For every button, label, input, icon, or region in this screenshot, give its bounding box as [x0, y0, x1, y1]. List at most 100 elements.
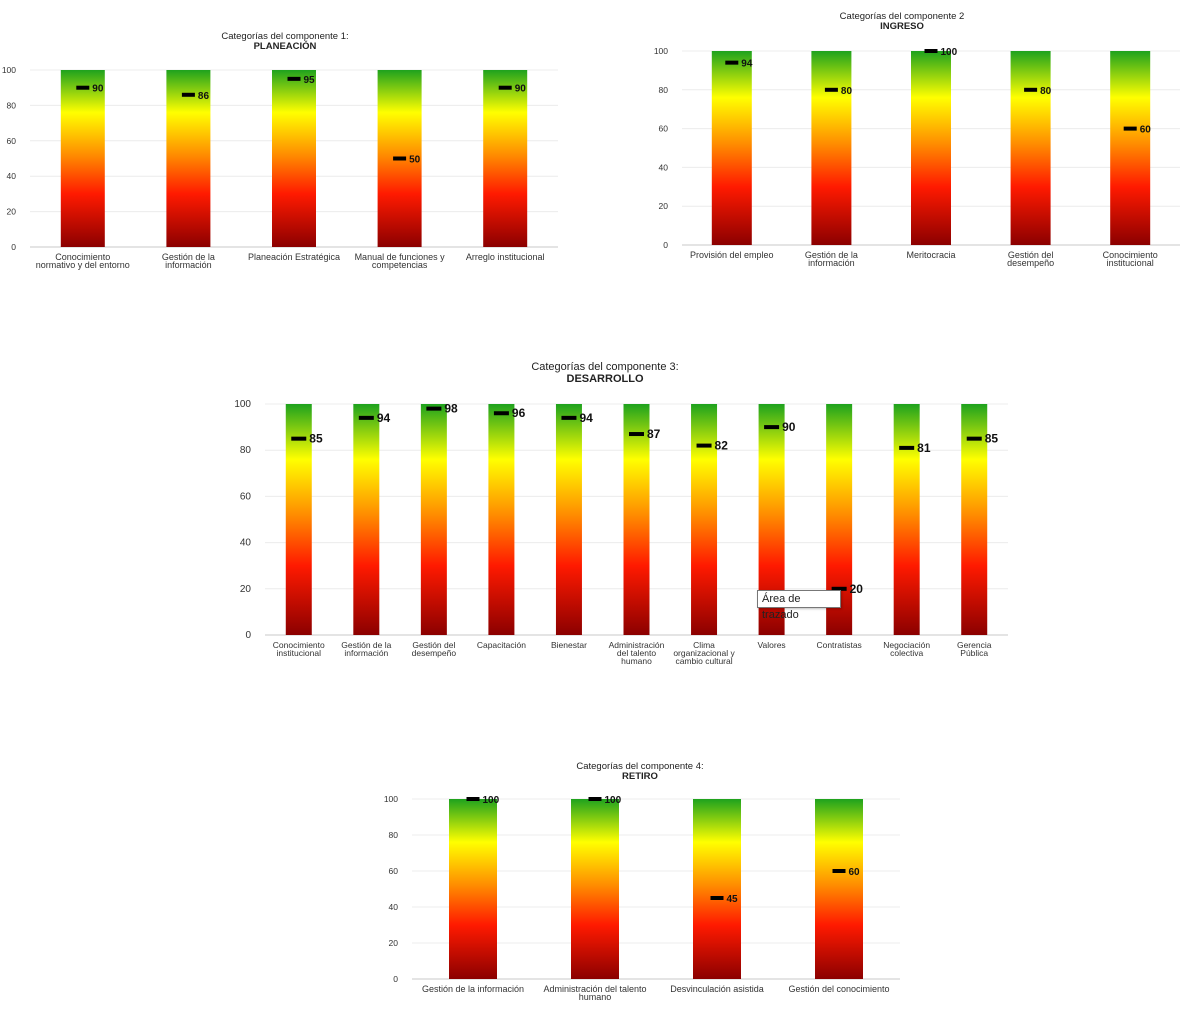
x-tick-label: Conocimiento institucional	[273, 640, 325, 658]
bar	[166, 70, 211, 247]
score-marker	[1123, 126, 1137, 131]
data-label: 100	[605, 795, 622, 806]
bar	[961, 404, 988, 635]
x-tick-label-line: institucional	[1107, 258, 1154, 268]
y-tick-label: 100	[384, 794, 398, 804]
score-marker	[899, 445, 915, 450]
chart-title: Categorías del componente 1: PLANEACIÓN	[0, 32, 570, 52]
y-tick-label: 100	[2, 65, 16, 75]
score-marker	[358, 415, 374, 420]
bar	[353, 404, 380, 635]
y-tick-label: 80	[659, 85, 669, 95]
x-tick-label: Gestión del desempeño	[412, 640, 457, 658]
x-tick-label-line: organizacional y	[673, 648, 735, 658]
y-tick-label: 20	[389, 938, 399, 948]
x-tick-label: Provisión del empleo	[690, 250, 774, 260]
bar	[420, 404, 447, 635]
y-tick-label: 0	[245, 630, 251, 641]
x-tick-label-line: Gestión de la información	[422, 984, 524, 994]
bar	[815, 799, 863, 979]
x-tick-label: Negociación colectiva	[883, 640, 930, 658]
score-marker	[76, 85, 90, 90]
x-tick-label-line: Administración del talento	[543, 984, 646, 994]
x-tick-label-line: Manual de funciones y	[355, 252, 446, 262]
y-tick-label: 40	[659, 162, 669, 172]
y-tick-label: 80	[7, 100, 17, 110]
bar	[1010, 51, 1051, 245]
data-label: 50	[409, 155, 421, 166]
x-tick-label-line: del talento	[617, 648, 656, 658]
chart-ingreso: Categorías del componente 2 INGRESO 0 20 4…	[620, 12, 1184, 292]
y-tick-label: 20	[240, 584, 252, 595]
chart-desarrollo: Categorías del componente 3: DESARROLLO …	[190, 361, 1020, 692]
x-tick-label-line: Clima	[693, 640, 715, 650]
data-label: 60	[1140, 125, 1152, 136]
x-tick-label: Conocimiento normativo y del entorno	[36, 252, 130, 270]
x-tick-label: Gestión de la información	[805, 250, 858, 268]
y-tick-label: 80	[389, 830, 399, 840]
bar	[691, 404, 718, 635]
x-tick-label: Administración del talento humano	[543, 984, 646, 1002]
bar	[911, 51, 951, 245]
y-tick-label: 60	[7, 136, 17, 146]
x-tick-label-line: Conocimiento	[1103, 250, 1158, 260]
x-tick-label-line: Gestión del	[412, 640, 455, 650]
chart-plot: 0 20 40 60 80 100 90 Conocimiento normativo y de…	[2, 65, 558, 270]
bar	[893, 404, 920, 635]
chart-subtitle-text: RETIRO	[622, 770, 658, 782]
y-tick-label: 0	[663, 240, 668, 250]
x-tick-label-line: información	[808, 258, 855, 268]
x-tick-label-line: Desvinculación asistida	[670, 984, 764, 994]
chart-title-text: Categorías del componente 4:	[576, 761, 704, 772]
score-marker	[291, 436, 307, 441]
y-tick-label: 80	[240, 445, 252, 456]
data-label: 90	[782, 420, 796, 434]
x-tick-label-line: Conocimiento	[55, 252, 110, 262]
x-tick-label-line: Pública	[960, 648, 988, 658]
score-marker	[426, 406, 442, 411]
x-tick-label-line: competencias	[372, 260, 428, 270]
x-tick-label: Gestión de la información	[162, 252, 215, 270]
chart-plot: 0 20 40 60 80 100 100 Gestión de la información…	[384, 794, 900, 1002]
chart-title-text: Categorías del componente 3:	[531, 361, 679, 373]
x-tick-label-line: Gestión del conocimiento	[788, 984, 889, 994]
data-label: 100	[483, 795, 500, 806]
x-tick-label-line: Arreglo institucional	[466, 252, 545, 262]
chart-subtitle-text: DESARROLLO	[566, 372, 644, 385]
x-tick-label-line: desempeño	[1007, 258, 1054, 268]
chart-title-text: Categorías del componente 2	[839, 11, 965, 22]
bar	[623, 404, 650, 635]
score-marker	[924, 49, 938, 53]
x-tick-label: Desvinculación asistida	[670, 984, 764, 994]
data-label: 85	[985, 432, 999, 446]
data-label: 95	[304, 75, 316, 86]
chart-title-text: Categorías del componente 1:	[221, 31, 349, 42]
bar	[711, 51, 752, 245]
x-tick-label-line: normativo y del entorno	[36, 260, 130, 270]
score-marker	[1024, 87, 1038, 92]
score-marker	[966, 436, 982, 441]
score-marker	[629, 432, 644, 437]
score-marker	[498, 85, 512, 90]
x-tick-label-line: Valores	[757, 640, 785, 650]
data-label: 90	[92, 84, 104, 95]
data-label: 85	[309, 432, 323, 446]
score-marker	[764, 425, 780, 430]
bar	[483, 70, 528, 247]
x-tick-label-line: Administración	[609, 640, 665, 650]
x-tick-label-line: Bienestar	[551, 640, 587, 650]
x-tick-label: Conocimiento institucional	[1103, 250, 1158, 268]
bar	[1110, 51, 1151, 245]
data-label: 94	[741, 59, 753, 70]
x-tick-label: Capacitación	[477, 640, 526, 650]
x-tick-label: Administración del talento humano	[609, 640, 665, 666]
x-tick-label: Contratistas	[816, 640, 861, 650]
bar	[811, 51, 852, 245]
x-tick-label-line: información	[165, 260, 212, 270]
data-label: 60	[849, 867, 861, 878]
bar	[693, 799, 741, 979]
y-tick-label: 20	[7, 207, 17, 217]
y-tick-label: 60	[659, 124, 669, 134]
data-label: 82	[715, 439, 729, 453]
y-tick-label: 0	[393, 974, 398, 984]
